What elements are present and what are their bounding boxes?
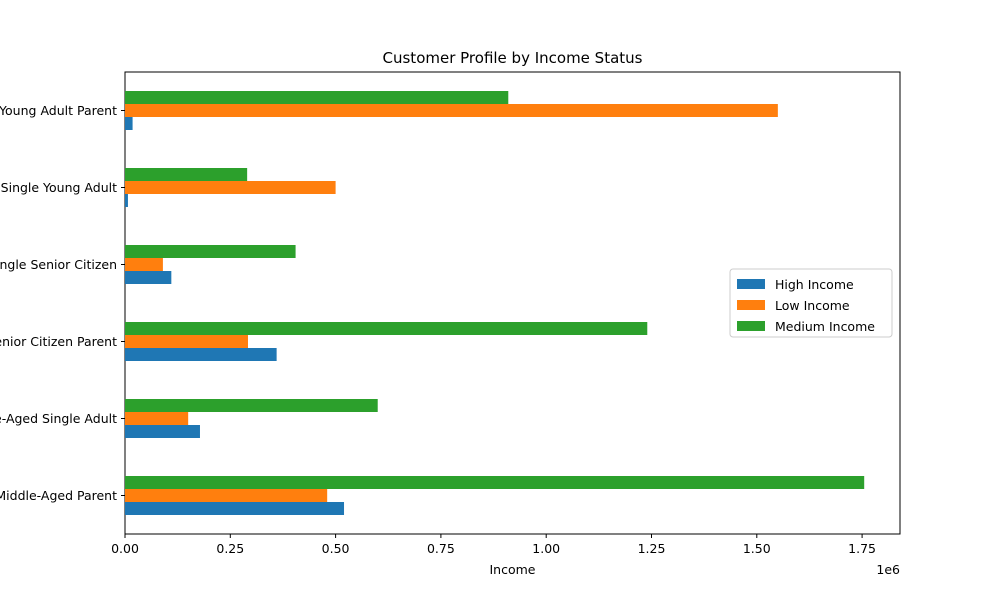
bar-medium-income-middle-aged-single-adult [125, 399, 378, 412]
legend-swatch [737, 300, 765, 310]
bar-high-income-single-young-adult [125, 194, 128, 207]
bar-low-income-middle-aged-single-adult [125, 412, 189, 425]
legend-swatch [737, 321, 765, 331]
bar-medium-income-young-adult-parent [125, 91, 509, 104]
y-tick-label: Middle-Aged Parent [0, 488, 117, 503]
y-tick-label: Senior Citizen Parent [0, 334, 117, 349]
bar-low-income-young-adult-parent [125, 104, 778, 117]
chart-title: Customer Profile by Income Status [383, 49, 643, 67]
x-tick-label: 1.75 [848, 541, 876, 556]
y-tick-label: Single Senior Citizen [0, 257, 117, 272]
x-tick-label: 0.50 [322, 541, 350, 556]
bars-group [125, 91, 865, 515]
y-tick-label: Young Adult Parent [0, 103, 117, 118]
bar-medium-income-single-young-adult [125, 168, 248, 181]
x-tick-label: 1.25 [638, 541, 666, 556]
bar-medium-income-middle-aged-parent [125, 476, 865, 489]
legend-label: High Income [775, 277, 854, 292]
x-axis-scale-label: 1e6 [876, 562, 900, 577]
legend-box [729, 268, 893, 338]
bar-high-income-single-senior-citizen [125, 271, 172, 284]
bar-low-income-single-senior-citizen [125, 258, 163, 271]
bar-medium-income-senior-citizen-parent [125, 322, 648, 335]
legend: High Income Low Income Medium Income [729, 268, 893, 338]
x-tick-label: 1.50 [743, 541, 771, 556]
bar-medium-income-single-senior-citizen [125, 245, 296, 258]
bar-high-income-middle-aged-parent [125, 502, 345, 515]
x-tick-label: 0.00 [111, 541, 139, 556]
bar-high-income-senior-citizen-parent [125, 348, 277, 361]
y-tick-label: Single Young Adult [1, 180, 117, 195]
x-tick-label: 1.00 [532, 541, 560, 556]
x-tick-label: 0.75 [427, 541, 455, 556]
legend-label: Low Income [775, 298, 850, 313]
x-axis: 0.00 0.25 0.50 0.75 1.00 1.25 1.50 1.75 [111, 534, 876, 556]
bar-high-income-middle-aged-single-adult [125, 425, 200, 438]
bar-low-income-middle-aged-parent [125, 489, 328, 502]
y-axis: Middle-Aged Parent Middle-Aged Single Adu… [0, 103, 125, 503]
legend-swatch [737, 279, 765, 289]
legend-label: Medium Income [775, 319, 875, 334]
plot-area [124, 71, 901, 535]
x-axis-label: Income [490, 562, 536, 577]
x-tick-label: 0.25 [216, 541, 244, 556]
bar-low-income-senior-citizen-parent [125, 335, 248, 348]
y-tick-label: Middle-Aged Single Adult [0, 411, 117, 426]
bar-high-income-young-adult-parent [125, 117, 133, 130]
bar-low-income-single-young-adult [125, 181, 336, 194]
